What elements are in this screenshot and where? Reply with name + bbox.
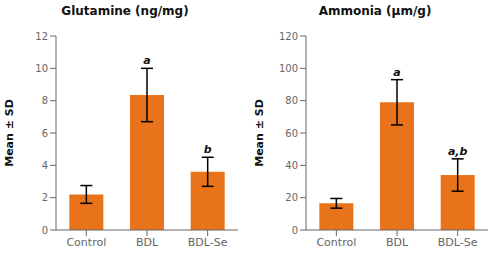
svg-text:60: 60: [285, 128, 298, 139]
svg-text:120: 120: [279, 31, 298, 42]
svg-text:0: 0: [292, 225, 298, 236]
svg-text:BDL-Se: BDL-Se: [438, 236, 478, 249]
svg-text:80: 80: [285, 95, 298, 106]
svg-text:a: a: [393, 66, 400, 79]
svg-text:Control: Control: [316, 236, 356, 249]
svg-text:4: 4: [42, 160, 48, 171]
svg-text:10: 10: [35, 63, 48, 74]
svg-text:2: 2: [42, 192, 48, 203]
svg-text:Mean ± SD: Mean ± SD: [8, 99, 16, 167]
svg-text:BDL: BDL: [136, 236, 159, 249]
html-text:Ammonia (μm/g): Ammonia (μm/g): [318, 4, 432, 18]
svg-text:a,b: a,b: [448, 145, 468, 158]
svg-text:40: 40: [285, 160, 298, 171]
svg-text:b: b: [204, 143, 212, 156]
svg-text:Mean ± SD: Mean ± SD: [253, 99, 266, 167]
svg-text:BDL-Se: BDL-Se: [188, 236, 228, 249]
svg-text:12: 12: [35, 31, 48, 42]
html-text:Glutamine (ng/mg): Glutamine (ng/mg): [61, 4, 189, 18]
svg-text:BDL: BDL: [386, 236, 409, 249]
svg-text:0: 0: [42, 225, 48, 236]
svg-text:8: 8: [42, 95, 48, 106]
svg-text:6: 6: [42, 128, 48, 139]
svg-text:Control: Control: [66, 236, 106, 249]
svg-text:a: a: [143, 54, 150, 67]
svg-text:20: 20: [285, 192, 298, 203]
svg-text:100: 100: [279, 63, 298, 74]
